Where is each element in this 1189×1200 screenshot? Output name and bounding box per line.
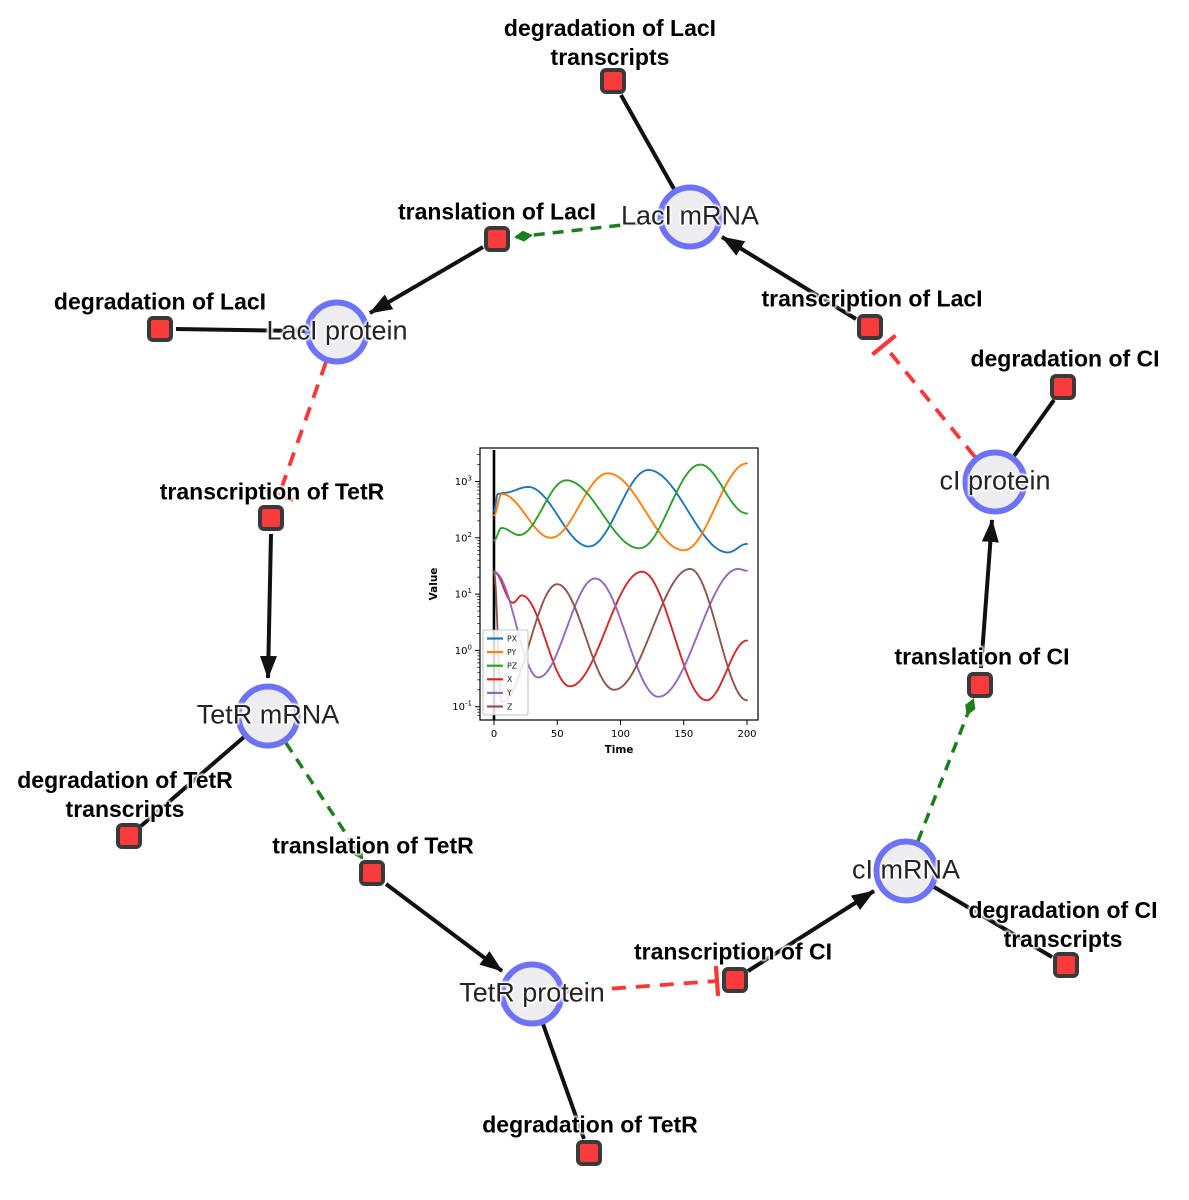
reaction-node-deg-tetr-transcripts[interactable] bbox=[116, 823, 142, 849]
species-label-tetr-protein: TetR protein bbox=[459, 977, 605, 1008]
y-tick-label: 101 bbox=[455, 587, 472, 601]
y-tick-label: 102 bbox=[455, 531, 472, 545]
species-label-laci-protein: LacI protein bbox=[266, 315, 408, 346]
edge-laci-mrna-to-translation-laci bbox=[514, 219, 659, 242]
series-Z bbox=[493, 567, 748, 704]
x-tick-label: 0 bbox=[491, 729, 497, 740]
timeseries-plot: 103 102 101 100 10-1 0 50 100 150 200 Time Value PX P… bbox=[424, 441, 780, 771]
series-PZ bbox=[493, 463, 748, 550]
legend-label: Z bbox=[507, 702, 512, 711]
reaction-node-deg-ci-transcripts[interactable] bbox=[1053, 952, 1079, 978]
x-tick-label: 100 bbox=[611, 729, 630, 740]
reaction-label-line: transcripts bbox=[1003, 926, 1123, 952]
legend-label: PY bbox=[507, 648, 517, 657]
y-tick-label: 103 bbox=[455, 475, 472, 489]
legend-label: Y bbox=[506, 689, 512, 698]
edge-transcription-laci-to-laci-mrna bbox=[720, 235, 858, 321]
species-label-tetr-mrna: TetR mRNA bbox=[196, 699, 340, 730]
species-node-ci-mrna[interactable] bbox=[873, 838, 939, 904]
reaction-label-line: translation of LacI bbox=[397, 198, 597, 225]
reaction-label-translation-ci: translation of CI bbox=[894, 643, 1069, 672]
reaction-label-line: transcription of LacI bbox=[761, 285, 983, 312]
reaction-label-line: translation of CI bbox=[894, 643, 1070, 670]
reaction-node-translation-laci[interactable] bbox=[484, 226, 510, 252]
reaction-node-deg-laci[interactable] bbox=[147, 316, 173, 342]
x-axis-title: Time bbox=[605, 744, 634, 756]
reaction-node-deg-ci[interactable] bbox=[1050, 374, 1076, 400]
reaction-label-line: degradation of CI bbox=[968, 897, 1158, 924]
edge-tetr-mrna-to-deg-tetr-transcripts bbox=[139, 735, 246, 828]
reaction-label-line: degradation of CI bbox=[970, 345, 1160, 372]
species-node-laci-protein[interactable] bbox=[304, 299, 370, 365]
reaction-node-deg-laci-transcripts[interactable] bbox=[600, 68, 626, 94]
legend-box bbox=[482, 629, 529, 716]
edge-laci-protein-inhibits-transcription-tetr bbox=[264, 361, 328, 502]
reaction-label-line: transcription of CI bbox=[633, 938, 833, 965]
reaction-label-line: degradation of TetR bbox=[482, 1111, 698, 1138]
legend-label: X bbox=[507, 675, 513, 684]
reaction-node-translation-ci[interactable] bbox=[967, 672, 993, 698]
legend-label: PX bbox=[507, 634, 518, 643]
species-node-laci-mrna[interactable] bbox=[657, 184, 723, 250]
reaction-label-deg-laci-transcripts: degradation of LacI transcripts bbox=[504, 14, 716, 72]
edge-transcription-tetr-to-tetr-mrna bbox=[259, 533, 277, 679]
reaction-node-translation-tetr[interactable] bbox=[359, 860, 385, 886]
reaction-label-translation-laci: translation of LacI bbox=[398, 198, 596, 227]
reaction-node-transcription-tetr[interactable] bbox=[258, 505, 284, 531]
species-label-ci-mrna: cI mRNA bbox=[852, 854, 960, 885]
reaction-label-deg-tetr-transcripts: degradation of TetR transcripts bbox=[17, 766, 233, 824]
x-tick-label: 50 bbox=[551, 729, 564, 740]
reaction-label-deg-laci: degradation of LacI bbox=[54, 288, 266, 317]
reaction-label-line: transcripts bbox=[550, 44, 670, 70]
species-node-ci-protein[interactable] bbox=[962, 449, 1028, 515]
edge-tetr-mrna-to-translation-tetr bbox=[284, 742, 364, 860]
reaction-label-deg-ci: degradation of CI bbox=[970, 345, 1159, 374]
edge-ci-protein-to-deg-ci bbox=[1012, 398, 1056, 458]
reaction-node-transcription-laci[interactable] bbox=[857, 314, 883, 340]
reaction-label-line: transcripts bbox=[65, 796, 185, 822]
series-PY bbox=[493, 462, 748, 552]
edge-transcription-ci-to-ci-mrna bbox=[746, 889, 876, 973]
series-X bbox=[493, 570, 748, 702]
reaction-label-line: transcription of TetR bbox=[159, 478, 385, 505]
reaction-label-line: degradation of LacI bbox=[503, 15, 717, 42]
edge-laci-mrna-to-deg-laci-transcripts bbox=[619, 94, 676, 190]
edge-ci-mrna-to-translation-ci bbox=[916, 698, 976, 842]
edge-tetr-protein-inhibits-transcription-ci bbox=[563, 965, 721, 997]
reaction-label-line: degradation of TetR bbox=[17, 767, 233, 794]
reaction-node-transcription-ci[interactable] bbox=[722, 967, 748, 993]
reaction-label-line: translation of TetR bbox=[272, 832, 474, 859]
y-axis-title: Value bbox=[428, 568, 440, 601]
reaction-label-translation-tetr: translation of TetR bbox=[272, 832, 473, 861]
edge-translation-tetr-to-tetr-protein bbox=[384, 882, 504, 973]
reaction-label-transcription-laci: transcription of LacI bbox=[761, 285, 982, 314]
edge-laci-protein-to-deg-laci bbox=[175, 327, 306, 333]
reaction-label-line: degradation of LacI bbox=[53, 288, 267, 315]
legend-label: PZ bbox=[507, 662, 517, 671]
edge-translation-laci-to-laci-protein bbox=[368, 245, 485, 315]
reaction-label-transcription-tetr: transcription of TetR bbox=[160, 478, 384, 507]
reaction-label-deg-tetr: degradation of TetR bbox=[482, 1111, 698, 1140]
species-node-tetr-mrna[interactable] bbox=[235, 683, 301, 749]
y-tick-label: 10-1 bbox=[452, 700, 472, 714]
y-tick-label: 100 bbox=[455, 643, 472, 657]
x-tick-label: 150 bbox=[674, 729, 693, 740]
edge-tetr-protein-to-deg-tetr bbox=[541, 1023, 586, 1140]
species-label-ci-protein: cI protein bbox=[939, 465, 1051, 496]
reaction-label-transcription-ci: transcription of CI bbox=[634, 938, 832, 967]
edge-ci-protein-inhibits-transcription-laci bbox=[871, 333, 977, 459]
reaction-label-deg-ci-transcripts: degradation of CI transcripts bbox=[968, 896, 1157, 954]
reaction-node-deg-tetr[interactable] bbox=[576, 1140, 602, 1166]
x-tick-label: 200 bbox=[737, 729, 756, 740]
edge-ci-mrna-to-deg-ci-transcripts bbox=[932, 885, 1054, 959]
species-node-tetr-protein[interactable] bbox=[499, 961, 565, 1027]
edge-translation-ci-to-ci-protein bbox=[979, 519, 999, 669]
species-label-laci-mrna: LacI mRNA bbox=[620, 200, 760, 231]
